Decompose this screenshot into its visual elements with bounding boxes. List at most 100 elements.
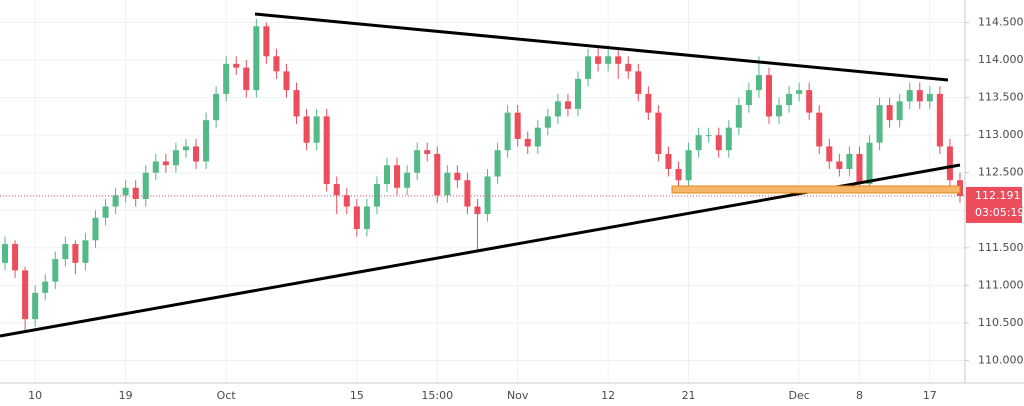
y-tick-label: 113.000 [978,128,1024,141]
candle-body [223,63,230,94]
candle-body [414,150,421,173]
candle-body [283,71,290,91]
candle-body [12,244,19,271]
candle-body [544,116,551,128]
candle-body [896,101,903,121]
candle-body [494,150,501,177]
candle-body [454,172,461,181]
candle-body [665,153,672,169]
candle-body [524,138,531,147]
x-tick-label: 15 [350,389,364,402]
candle-body [866,142,873,184]
candle-body [62,244,69,260]
candle-body [203,120,210,162]
candle-body [243,67,250,91]
countdown-label: 03:05:19 [975,206,1024,219]
candle-body [333,183,340,196]
y-tick-label: 114.500 [978,16,1024,29]
candle-body [514,112,521,139]
candle-body [313,116,320,143]
candle-body [172,150,179,166]
candle-body [595,56,602,64]
candle-body [685,150,692,181]
candle-body [213,93,220,121]
candle-body [906,90,913,102]
candle-body [323,116,330,184]
candle-body [695,135,702,151]
candle-body [102,206,109,218]
y-tick-label: 111.000 [978,278,1024,291]
candle-body [52,259,59,282]
candle-body [645,93,652,113]
candle-body [82,240,89,263]
y-tick-label: 110.000 [978,353,1024,366]
candle-body [615,56,622,64]
y-tick-label: 110.500 [978,316,1024,329]
candle-body [745,90,752,106]
candle-body [916,90,923,102]
candle-body [394,165,401,188]
candle-body [806,90,813,113]
candle-body [625,63,632,72]
candle-body [343,195,350,207]
candle-body [273,56,280,72]
candle-body [42,281,49,293]
candle-body [233,63,240,68]
candle-body [826,146,833,162]
x-tick-label: 10 [28,389,42,402]
candle-body [675,168,682,181]
candle-body [112,195,119,207]
candle-body [72,244,79,263]
candle-body [936,93,943,147]
candle-body [363,206,370,230]
candle-body [22,270,29,320]
x-tick-label: Oct [217,389,237,402]
candle-body [655,112,662,154]
trendline-upper [254,12,949,82]
candle-body [715,135,722,151]
last-price-box [966,186,1022,223]
candle-body [474,206,481,215]
candle-body [484,176,491,215]
candle-body [605,56,612,64]
candle-body [564,101,571,109]
candle-body [816,112,823,147]
candle-body [725,127,732,151]
candle-body [383,165,391,184]
candle-body [193,146,200,162]
x-tick-label: 21 [682,389,696,402]
candle-body [585,56,592,79]
candle-body [886,105,893,121]
candle-body [2,244,9,263]
candle-body [876,105,883,143]
candle-body [434,153,441,196]
x-tick-label: 8 [856,389,863,402]
candles [0,18,965,331]
candle-body [263,26,270,57]
candle-body [836,161,843,169]
candle-body [946,146,953,181]
x-tick-label: Nov [507,389,529,402]
x-tick-label: 17 [923,389,937,402]
x-tick-label: 12 [601,389,615,402]
candle-body [796,90,803,94]
candle-body [303,116,310,143]
candle-body [554,101,561,117]
axes: 110.000110.500111.000111.500112.000112.5… [28,16,1024,402]
support-zone [671,185,961,194]
candle-body [926,93,933,102]
y-tick-label: 113.500 [978,91,1024,104]
candle-body [142,172,149,200]
candle-body [152,161,159,173]
candle-body [856,153,863,184]
candle-body [765,75,772,117]
candle-body [635,71,642,94]
y-tick-label: 111.500 [978,241,1024,254]
candle-body [182,146,189,151]
candle-body [705,135,712,137]
y-tick-label: 114.000 [978,53,1024,66]
x-tick-label: Dec [788,389,809,402]
candle-body [444,172,451,196]
